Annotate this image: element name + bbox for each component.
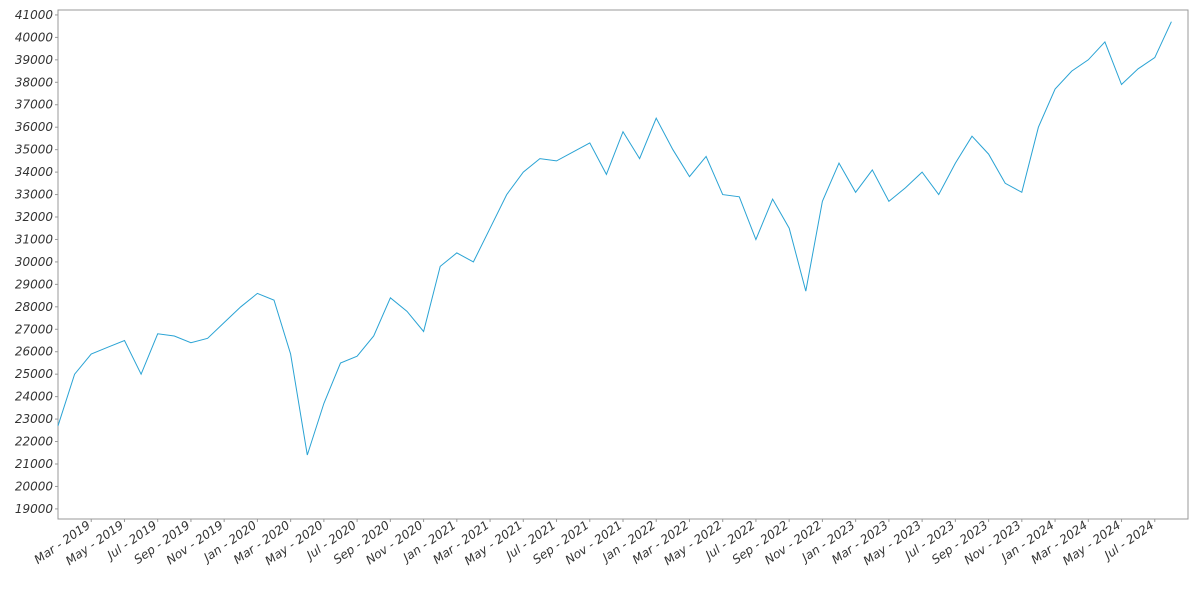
y-tick-label: 32000 — [15, 210, 54, 224]
y-tick-label: 38000 — [15, 75, 54, 89]
y-tick-label: 28000 — [15, 300, 54, 314]
y-tick-label: 30000 — [15, 255, 54, 269]
y-tick-label: 24000 — [15, 390, 54, 404]
y-tick-label: 20000 — [15, 479, 54, 493]
y-tick-label: 26000 — [15, 345, 54, 359]
y-tick-label: 39000 — [15, 53, 54, 67]
y-tick-label: 21000 — [15, 457, 54, 471]
y-tick-label: 22000 — [15, 435, 54, 449]
y-tick-label: 29000 — [15, 277, 54, 291]
y-tick-label: 41000 — [15, 8, 54, 22]
y-tick-label: 23000 — [15, 412, 54, 426]
y-tick-label: 19000 — [15, 502, 54, 516]
y-tick-label: 27000 — [15, 322, 54, 336]
series-line — [57, 21, 1172, 456]
y-tick-label: 35000 — [15, 143, 54, 157]
y-tick-label: 37000 — [15, 98, 54, 112]
y-tick-label: 40000 — [15, 30, 54, 44]
plot-frame — [57, 9, 1189, 520]
y-tick-label: 36000 — [15, 120, 54, 134]
y-tick-label: 31000 — [15, 232, 54, 246]
y-tick-label: 33000 — [15, 188, 54, 202]
y-tick-label: 34000 — [15, 165, 54, 179]
y-tick-label: 25000 — [15, 367, 54, 381]
